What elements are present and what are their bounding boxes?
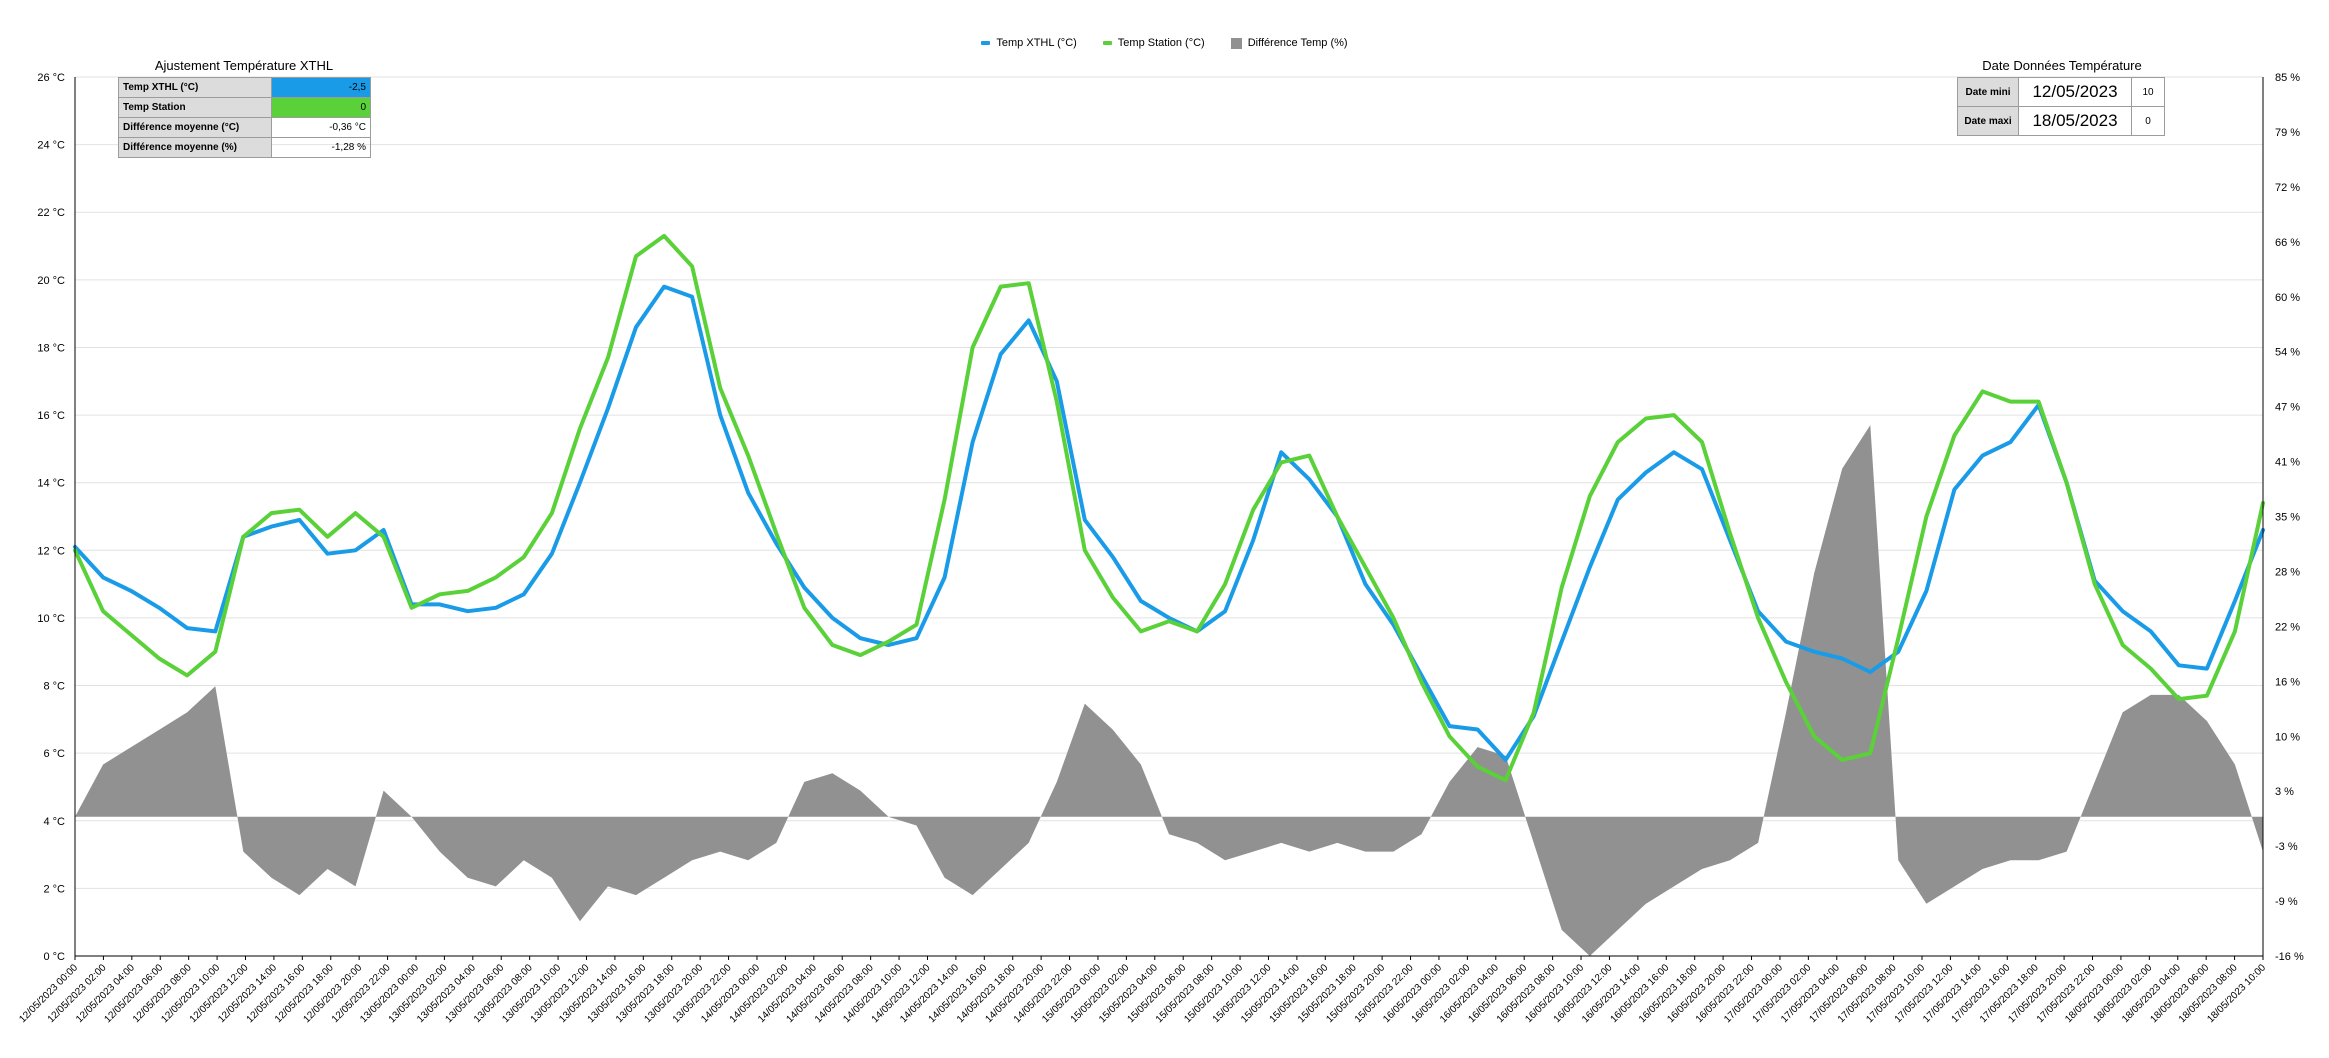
y-right-tick-label: 28 % [2275,566,2300,578]
adjust-label-xthl: Temp XTHL (°C) [118,77,272,98]
y-left-tick-label: 14 °C [37,478,65,490]
adjust-row-station: Temp Station 0 [118,97,371,118]
y-right-tick-label: -9 % [2275,896,2298,908]
date-row-min: Date mini 12/05/2023 10 [1957,77,2165,107]
legend-label-difference: Différence Temp (%) [1247,37,1348,49]
y-left-tick-label: 10 °C [37,613,65,625]
y-right-tick-label: 41 % [2275,457,2300,469]
y-right-tick-label: 47 % [2275,402,2300,414]
date-input-max[interactable]: 18/05/2023 [2018,106,2132,136]
y-right-tick-label: 54 % [2275,347,2300,359]
date-input-min[interactable]: 12/05/2023 [2018,77,2132,107]
y-right-tick-label: 22 % [2275,621,2300,633]
adjust-label-station: Temp Station [118,97,272,118]
date-offset-min[interactable]: 10 [2131,77,2165,107]
date-offset-max[interactable]: 0 [2131,106,2165,136]
adjust-input-xthl[interactable]: -2,5 [271,77,371,98]
legend-label-station: Temp Station (°C) [1117,37,1205,49]
adjust-value-mean-diff-pct: -1,28 % [271,137,371,158]
date-label-min: Date mini [1957,77,2019,107]
date-row-max: Date maxi 18/05/2023 0 [1957,106,2165,136]
legend-item-difference[interactable]: Différence Temp (%) [1230,33,1348,53]
legend-swatch-xthl [981,41,991,45]
y-right-tick-label: -3 % [2275,841,2298,853]
y-right-tick-label: 16 % [2275,676,2300,688]
date-panel: Date mini 12/05/2023 10 Date maxi 18/05/… [1957,77,2165,136]
y-right-tick-label: 85 % [2275,72,2300,84]
y-right-tick-label: 79 % [2275,127,2300,139]
legend-item-station[interactable]: Temp Station (°C) [1102,33,1205,53]
adjust-label-mean-diff-pct: Différence moyenne (%) [118,137,272,158]
y-right-tick-label: 10 % [2275,731,2300,743]
y-left-tick-label: 4 °C [43,816,65,828]
y-right-tick-label: -16 % [2275,951,2304,963]
series-line-xthl [73,284,2265,762]
date-panel-title: Date Données Température [1982,58,2142,73]
y-left-tick-label: 26 °C [37,72,65,84]
date-label-max: Date maxi [1957,106,2019,136]
y-right-tick-label: 60 % [2275,292,2300,304]
legend-label-xthl: Temp XTHL (°C) [996,37,1077,49]
y-right-tick-label: 35 % [2275,512,2300,524]
adjust-row-mean-diff-pct: Différence moyenne (%) -1,28 % [118,137,371,158]
y-right-tick-label: 3 % [2275,786,2294,798]
y-left-tick-label: 12 °C [37,545,65,557]
y-left-tick-label: 20 °C [37,275,65,287]
y-left-tick-label: 24 °C [37,140,65,152]
legend-swatch-difference [1230,37,1242,49]
adjust-value-mean-diff-c: -0,36 °C [271,117,371,138]
chart-legend: Temp XTHL (°C) Temp Station (°C) Différe… [0,33,2329,53]
y-right-tick-label: 72 % [2275,182,2300,194]
legend-item-xthl[interactable]: Temp XTHL (°C) [981,33,1077,53]
legend-swatch-station [1102,41,1112,45]
series-area-difference [75,425,2263,957]
y-left-tick-label: 2 °C [43,883,65,895]
y-left-tick-label: 16 °C [37,410,65,422]
y-left-tick-label: 8 °C [43,681,65,693]
adjust-label-mean-diff-c: Différence moyenne (°C) [118,117,272,138]
y-left-tick-label: 18 °C [37,342,65,354]
y-left-tick-label: 0 °C [43,951,65,963]
y-left-tick-label: 22 °C [37,207,65,219]
y-left-tick-label: 6 °C [43,748,65,760]
adjust-input-station[interactable]: 0 [271,97,371,118]
adjust-row-mean-diff-c: Différence moyenne (°C) -0,36 °C [118,117,371,138]
adjust-panel-title: Ajustement Température XTHL [154,58,334,73]
adjust-row-xthl: Temp XTHL (°C) -2,5 [118,77,371,98]
y-right-tick-label: 66 % [2275,237,2300,249]
series-line-station [73,233,2265,783]
adjust-panel: Temp XTHL (°C) -2,5 Temp Station 0 Diffé… [118,77,371,158]
